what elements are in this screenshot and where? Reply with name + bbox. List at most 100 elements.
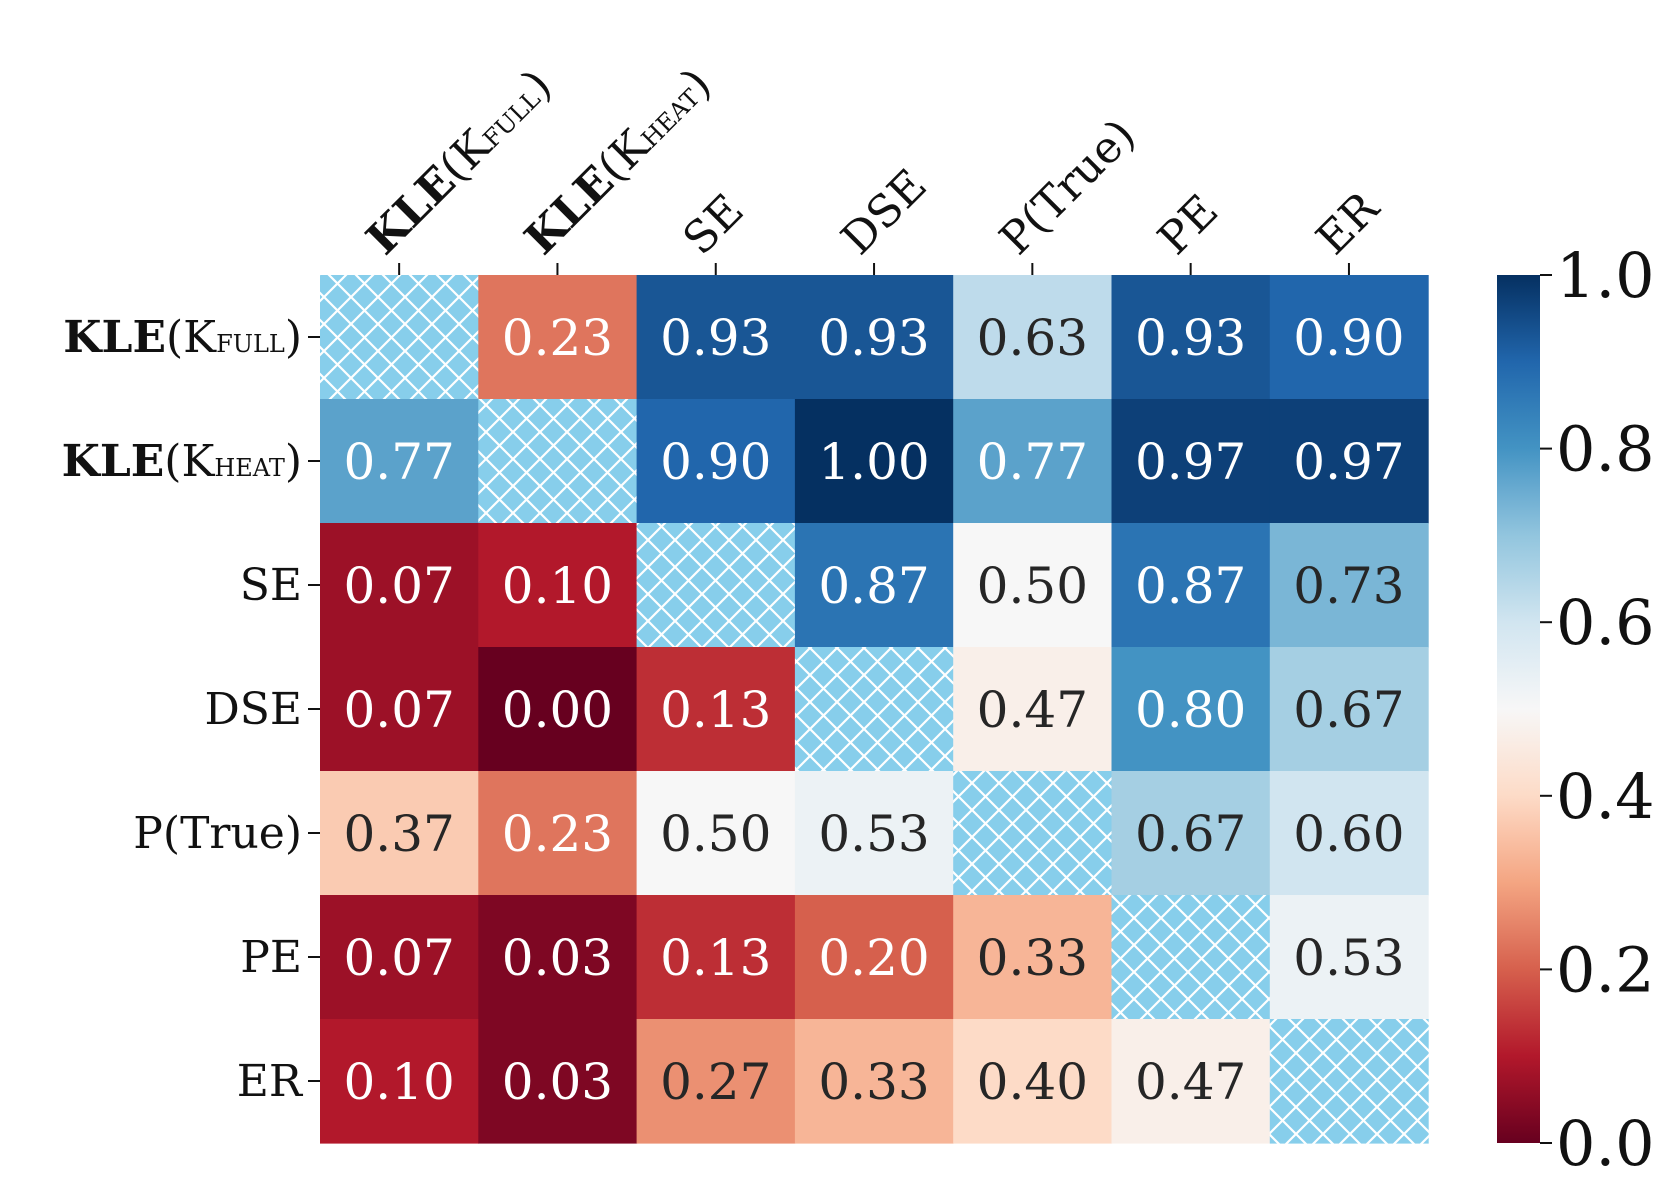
heatmap-cell-r3-c1 [478,647,638,772]
cell-value-label: 0.93 [1135,309,1246,367]
cell-value-label: 0.03 [502,1053,613,1111]
cell-value-label: 0.03 [502,929,613,987]
heatmap-cell-r5-c2 [636,895,796,1020]
heatmap-cell-r6-c0 [320,1019,479,1144]
heatmap-cell-r6-c4 [953,1019,1113,1144]
colorbar-tick-label: 0.4 [1556,760,1655,833]
label-main: SE [673,185,753,265]
cell-value-label: 0.47 [1135,1053,1246,1111]
cell-value-label: 0.10 [343,1053,454,1111]
heatmap-cell-r1-c3 [794,399,954,524]
cell-value-label: 0.00 [502,681,613,739]
cell-value-label: 0.33 [977,929,1088,987]
colorbar: 0.0 0.2 0.4 0.6 0.8 1.0 [1497,239,1655,1180]
y-tick-label: DSE [204,684,302,735]
label-main: DSE [832,160,937,265]
heatmap-cell-r6-c5 [1111,1019,1271,1144]
heatmap-cell-r6-c1 [478,1019,638,1144]
colorbar-gradient [1497,275,1540,1143]
x-tick-label: SE [673,185,753,265]
heatmap-cell-r6-c2 [636,1019,796,1144]
cell-value-label: 0.07 [343,681,454,739]
cell-value-label: 0.53 [1293,929,1404,987]
y-axis-ticks: KLE(KFULL) KLE(KHEAT) SE DSE P(True) PE ER [62,312,320,1107]
heatmap-cell-r5-c3 [794,895,954,1020]
cell-value-label: 0.80 [1135,681,1246,739]
heatmap-cell-r1-c0 [320,399,479,524]
label-main: ER [237,1056,304,1107]
label-main: DSE [204,684,302,735]
heatmap-cell-r4-c1 [478,771,638,896]
heatmap-cells: 0.23 0.93 0.93 0.63 0.93 0.90 0.77 0.90 1.00 0.77… [320,275,1429,1144]
cell-value-label: 0.73 [1293,557,1404,615]
heatmap-cell-r3-c0 [320,647,479,772]
heatmap-cell-r1-c5 [1111,399,1271,524]
label-close-paren: ) [285,312,302,363]
heatmap-cell-r2-c3 [794,523,954,648]
heatmap-cell-r3-c5 [1111,647,1271,772]
heatmap-cell-r2-c1 [478,523,638,648]
cell-value-label: 0.07 [343,557,454,615]
y-tick-label: P(True) [133,808,302,859]
label-main: KLE [63,312,166,363]
cell-value-label: 0.37 [343,805,454,863]
heatmap-cell-r2-c0 [320,523,479,648]
heatmap-cell-r4-c3 [794,771,954,896]
colorbar-tick-label: 1.0 [1556,239,1655,312]
label-main: PE [240,932,302,983]
heatmap-cell-r0-c1 [478,275,638,400]
x-tick-label: PE [1148,185,1228,265]
cell-value-label: 0.90 [1293,309,1404,367]
cell-value-label: 0.10 [502,557,613,615]
cell-value-label: 0.60 [1293,805,1404,863]
label-main: ER [1307,181,1391,265]
cell-value-label: 0.20 [818,929,929,987]
heatmap-cell-r1-c6 [1269,399,1429,524]
heatmap-cell-r3-c6 [1269,647,1429,772]
x-tick-label: ER [1307,181,1391,265]
cell-value-label: 0.50 [977,557,1088,615]
label-main: P(True) [990,109,1145,264]
heatmap-cell-r2-c5 [1111,523,1271,648]
heatmap-cell-r3-c2 [636,647,796,772]
cell-value-label: 0.23 [502,805,613,863]
colorbar-tick-label: 0.8 [1556,413,1655,486]
cell-value-label: 0.13 [660,929,771,987]
cell-value-label: 0.97 [1135,433,1246,491]
heatmap-cell-r0-c4 [953,275,1113,400]
cell-value-label: 0.77 [343,433,454,491]
label-subscript: FULL [216,330,285,358]
colorbar-tick-label: 0.2 [1556,933,1655,1006]
heatmap-cell-r5-c6 [1269,895,1429,1020]
label-main: PE [1148,185,1228,265]
x-tick-label: DSE [832,160,937,265]
colorbar-tick-label: 0.6 [1556,586,1655,659]
hatched-cell-r3-c3 [794,647,954,772]
cell-value-label: 0.40 [977,1053,1088,1111]
y-tick-label: KLE(KHEAT) [62,436,302,487]
cell-value-label: 0.33 [818,1053,929,1111]
cell-value-label: 0.13 [660,681,771,739]
heatmap-cell-r5-c1 [478,895,638,1020]
heatmap-cell-r4-c0 [320,771,479,896]
heatmap-cell-r5-c0 [320,895,479,1020]
label-paren: (K [166,312,217,363]
hatched-cell-r1-c1 [478,399,638,524]
heatmap-cell-r1-c2 [636,399,796,524]
heatmap-cell-r2-c4 [953,523,1113,648]
cell-value-label: 0.90 [660,433,771,491]
cell-value-label: 1.00 [818,433,929,491]
cell-value-label: 0.77 [977,433,1088,491]
label-main: P(True) [133,808,302,859]
label-main: SE [240,560,302,611]
hatched-cell-r0-c0 [320,275,479,400]
cell-value-label: 0.23 [502,309,613,367]
cell-value-label: 0.27 [660,1053,771,1111]
cell-value-label: 0.53 [818,805,929,863]
x-axis-ticks: KLE(KFULL)KLE(KHEAT)SE DSE P(True) PE ER [357,59,1390,275]
hatched-cell-r6-c6 [1269,1019,1429,1144]
hatched-cell-r4-c4 [953,771,1113,896]
cell-value-label: 0.93 [818,309,929,367]
label-subscript: HEAT [214,454,284,482]
